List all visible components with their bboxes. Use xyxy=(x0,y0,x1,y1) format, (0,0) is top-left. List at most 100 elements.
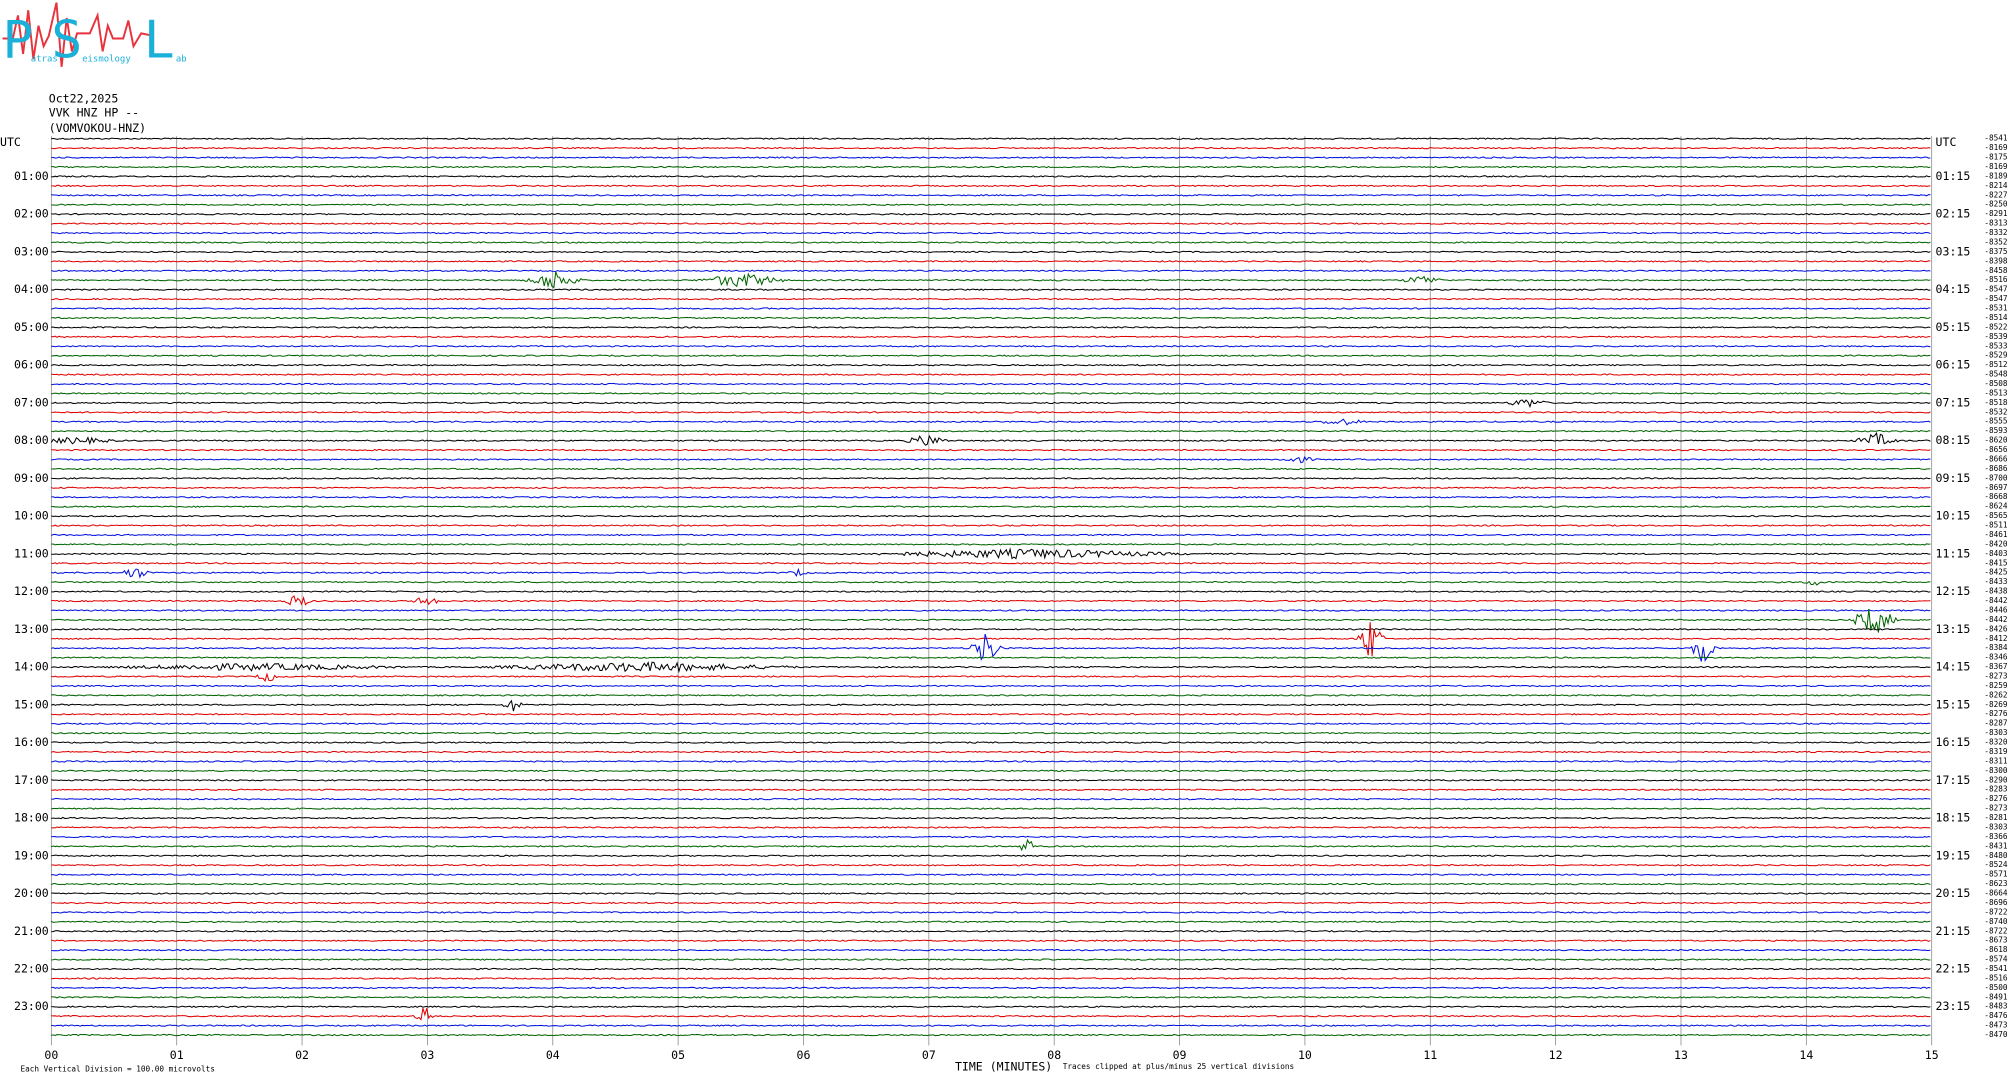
hour-label-left: 09:00 xyxy=(14,471,49,485)
trace xyxy=(51,769,1931,773)
trace-offset: -8291 xyxy=(1984,209,2008,218)
trace xyxy=(51,567,1931,579)
trace-offset: -8514 xyxy=(1984,313,2008,322)
trace xyxy=(51,1005,1931,1008)
trace-offset: -8722 xyxy=(1984,907,2007,916)
trace-offset: -8624 xyxy=(1984,502,2008,511)
trace xyxy=(51,533,1931,537)
logo-letter: L xyxy=(144,11,175,71)
hour-label-left: 01:00 xyxy=(14,169,49,183)
x-tick-label: 13 xyxy=(1674,1048,1688,1062)
trace xyxy=(51,562,1931,565)
trace-offset: -8287 xyxy=(1984,719,2008,728)
trace-offset: -8276 xyxy=(1984,794,2008,803)
x-tick-label: 15 xyxy=(1925,1048,1939,1062)
trace-offset: -8620 xyxy=(1984,436,2008,445)
trace-offset: -8547 xyxy=(1984,294,2008,303)
clip-note: Traces clipped at plus/minus 25 vertical… xyxy=(1063,1062,1294,1071)
logo-word: eismology xyxy=(82,55,131,65)
trace xyxy=(51,514,1931,518)
trace-offset: -8533 xyxy=(1984,341,2008,350)
logo-word: ab xyxy=(176,55,187,65)
trace-offset: -8446 xyxy=(1984,605,2008,614)
trace xyxy=(51,608,1931,633)
trace xyxy=(51,203,1931,206)
trace-offset: -8276 xyxy=(1984,709,2008,718)
trace-offset: -8319 xyxy=(1984,747,2008,756)
x-tick-label: 03 xyxy=(420,1048,434,1062)
trace-offset: -8697 xyxy=(1984,483,2008,492)
x-tick-label: 09 xyxy=(1173,1048,1187,1062)
hour-label-right: 03:15 xyxy=(1936,244,1971,258)
hour-label-right: 11:15 xyxy=(1936,546,1971,560)
trace-offset: -8425 xyxy=(1984,568,2008,577)
trace xyxy=(51,958,1931,961)
trace xyxy=(51,797,1931,801)
x-tick-label: 06 xyxy=(797,1048,811,1062)
x-tick-label: 02 xyxy=(295,1048,309,1062)
trace-offset: -8426 xyxy=(1984,624,2008,633)
hour-label-right: 17:15 xyxy=(1936,773,1971,787)
trace-offset: -8367 xyxy=(1984,662,2008,671)
hour-label-left: 18:00 xyxy=(14,811,49,825)
trace xyxy=(51,633,1931,662)
trace xyxy=(51,316,1931,320)
trace-offset: -8722 xyxy=(1984,926,2007,935)
trace xyxy=(50,431,1931,446)
trace-offset: -8438 xyxy=(1984,587,2008,596)
trace-offset: -8740 xyxy=(1984,917,2008,926)
trace xyxy=(51,595,1931,606)
hour-label-right: 04:15 xyxy=(1936,282,1971,296)
trace-offset: -8686 xyxy=(1984,464,2008,473)
logo-word: atras xyxy=(31,55,58,65)
x-tick-label: 11 xyxy=(1423,1048,1437,1062)
x-tick-label: 14 xyxy=(1799,1048,1813,1062)
trace-offset: -8500 xyxy=(1984,983,2008,992)
trace-offset: -8398 xyxy=(1984,256,2008,265)
trace-offset: -8593 xyxy=(1984,426,2008,435)
trace-offset: -8442 xyxy=(1984,596,2007,605)
trace xyxy=(51,1033,1931,1037)
trace xyxy=(51,156,1931,159)
x-tick-label: 00 xyxy=(44,1048,58,1062)
trace-offset: -8283 xyxy=(1984,785,2008,794)
trace xyxy=(51,760,1931,763)
trace-offset: -8541 xyxy=(1984,134,2008,143)
trace xyxy=(51,948,1931,952)
trace xyxy=(51,269,1931,273)
hour-label-right: 14:15 xyxy=(1936,660,1971,674)
trace-offset: -8281 xyxy=(1984,813,2008,822)
hour-label-right: 07:15 xyxy=(1936,395,1971,409)
hour-label-left: 19:00 xyxy=(14,848,49,862)
hour-label-left: 06:00 xyxy=(14,358,49,372)
trace xyxy=(51,307,1931,310)
station-name: (VOMVOKOU-HNZ) xyxy=(49,121,146,135)
hour-label-left: 17:00 xyxy=(14,773,49,787)
trace-offset: -8412 xyxy=(1984,634,2007,643)
trace xyxy=(51,467,1931,471)
trace-offset: -8273 xyxy=(1984,672,2008,681)
trace xyxy=(51,345,1931,348)
trace-offset: -8352 xyxy=(1984,237,2007,246)
trace-offset: -8332 xyxy=(1984,228,2007,237)
trace xyxy=(51,892,1931,895)
trace xyxy=(51,722,1931,725)
hour-label-right: 10:15 xyxy=(1936,509,1971,523)
trace xyxy=(51,882,1931,886)
trace xyxy=(51,146,1931,150)
trace xyxy=(51,731,1931,735)
trace xyxy=(51,543,1931,546)
hour-label-left: 04:00 xyxy=(14,282,49,296)
logo-wave xyxy=(2,2,155,67)
hour-label-left: 02:00 xyxy=(14,207,49,221)
trace-offset: -8415 xyxy=(1984,558,2008,567)
trace-offset: -8618 xyxy=(1984,945,2008,954)
date: Oct22,2025 xyxy=(49,91,119,105)
trace-offset: -8169 xyxy=(1984,143,2008,152)
trace-offset: -8513 xyxy=(1984,388,2008,397)
trace xyxy=(51,505,1931,508)
trace-offset: -8531 xyxy=(1984,304,2008,313)
trace xyxy=(51,418,1931,426)
trace xyxy=(51,967,1931,971)
trace-offset: -8700 xyxy=(1984,473,2008,482)
